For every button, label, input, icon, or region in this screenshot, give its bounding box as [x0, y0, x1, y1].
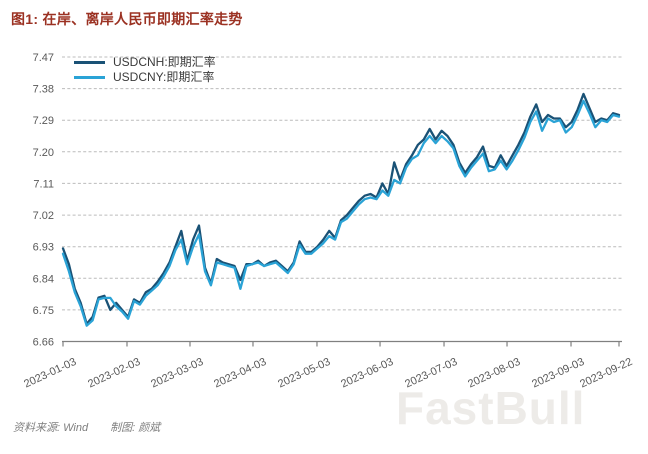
legend-item-usdcnh: USDCNH:即期汇率 [74, 55, 216, 70]
x-tick-label: 2023-03-03 [149, 356, 205, 391]
watermark-text: FastBull [396, 382, 586, 434]
chart-legend: USDCNH:即期汇率 USDCNY:即期汇率 [74, 55, 216, 85]
x-tick-label: 2023-09-03 [530, 356, 586, 391]
figure-title: 图1: 在岸、离岸人民币即期汇率走势 [11, 11, 243, 27]
legend-label-usdcny: USDCNY:即期汇率 [113, 70, 215, 84]
y-tick-label: 6.93 [33, 242, 54, 254]
x-tick-label: 2023-06-03 [339, 356, 395, 391]
legend-item-usdcny: USDCNY:即期汇率 [74, 70, 216, 85]
usdcny-line [61, 99, 621, 327]
x-tick-label: 2023-04-03 [212, 356, 268, 391]
y-tick-label: 7.29 [33, 115, 54, 127]
y-tick-label: 7.38 [33, 84, 54, 96]
series-lines [61, 92, 621, 327]
y-tick-label: 6.75 [33, 305, 54, 317]
x-tick-label: 2023-09-22 [578, 356, 634, 391]
credit-note: 制图: 颜斌 [110, 422, 161, 434]
x-tick-label: 2023-08-03 [466, 356, 522, 391]
x-tick-label: 2023-02-03 [86, 356, 142, 391]
usdcnh-line [61, 92, 621, 326]
y-tick-label: 7.02 [33, 210, 54, 222]
y-tick-label: 6.66 [33, 337, 54, 349]
legend-label-usdcnh: USDCNH:即期汇率 [113, 55, 216, 69]
x-tick-label: 2023-05-03 [276, 356, 332, 391]
y-tick-label: 7.47 [33, 52, 54, 64]
x-tick-label: 2023-07-03 [403, 356, 459, 391]
y-tick-label: 6.84 [33, 273, 54, 285]
usdcnh-line-swatch [74, 61, 105, 64]
usdcny-line-swatch [74, 76, 105, 79]
x-tick-label: 2023-01-03 [22, 356, 78, 391]
gridlines [62, 56, 622, 311]
chart-footer: 资料来源: Wind 制图: 颜斌 [13, 419, 160, 435]
axes-and-ticks: 7.47 7.38 7.29 7.20 7.11 7.02 6.93 6.84 6.75 6.66… [22, 52, 634, 391]
y-tick-label: 7.20 [33, 147, 54, 159]
source-note: 资料来源: Wind [13, 422, 89, 434]
y-tick-label: 7.11 [33, 178, 54, 190]
